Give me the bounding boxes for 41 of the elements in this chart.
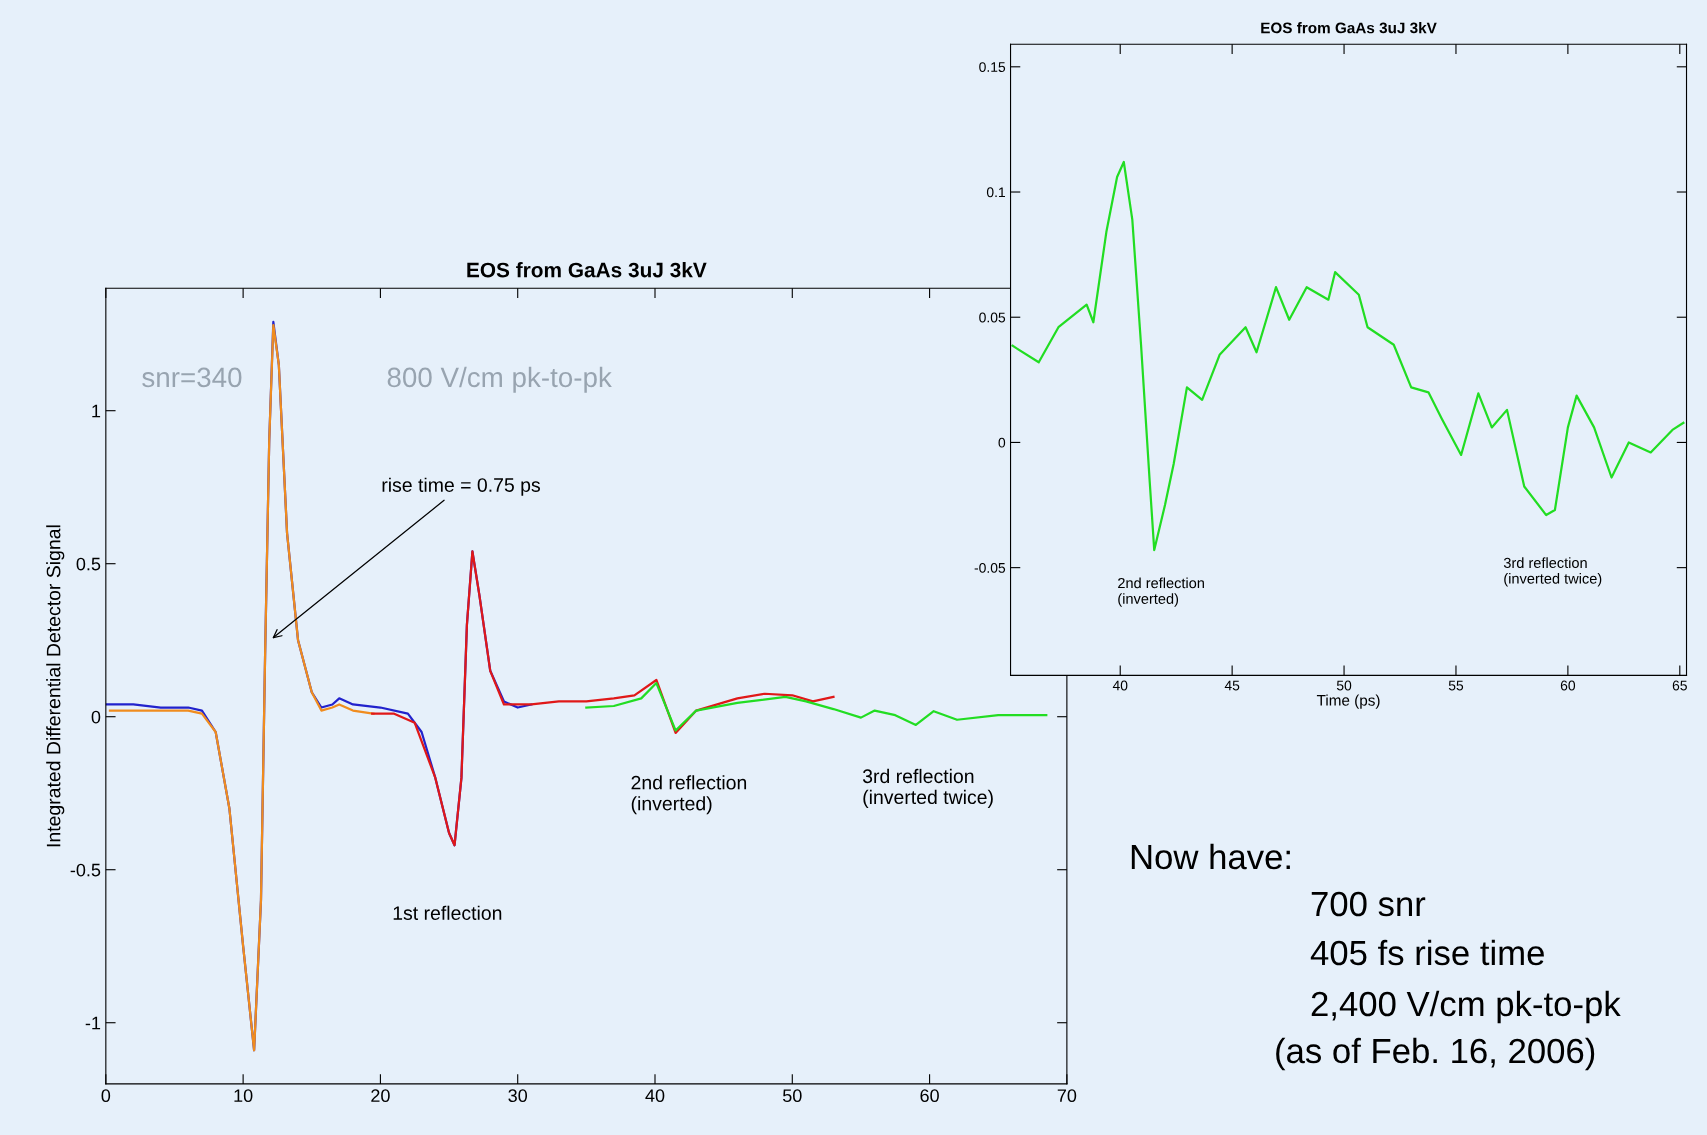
chart-title: EOS from GaAs 3uJ 3kV <box>1261 22 1437 34</box>
text: Now have: <box>1131 843 1290 870</box>
y-tick-label: 0.05 <box>979 312 1006 323</box>
y-tick-label: -1 <box>85 1016 101 1030</box>
x-tick-label: 10 <box>234 1089 253 1103</box>
y-axis-title: Integrated Differential Detector Signal <box>46 525 65 847</box>
annotation: 3rd reflection (inverted twice) <box>862 768 993 808</box>
x-tick-label: 40 <box>645 1089 665 1103</box>
x-tick-label: 55 <box>1448 680 1464 691</box>
y-tick-label: 0.15 <box>979 62 1006 72</box>
chart-title: EOS from GaAs 3uJ 3kV <box>467 262 707 278</box>
x-tick-label: 50 <box>782 1089 802 1103</box>
x-tick-label: 0 <box>101 1089 111 1103</box>
y-tick-label: -0.5 <box>70 863 101 877</box>
text: 700 snr <box>1311 891 1426 917</box>
x-tick-label: 50 <box>1336 680 1352 691</box>
text: 2,400 V/cm pk-to-pk <box>1311 990 1621 1024</box>
x-axis-title: Time (ps) <box>1316 694 1380 709</box>
x-tick-label: 65 <box>1672 680 1687 691</box>
annotation: 2nd reflection (inverted) <box>1118 577 1204 607</box>
x-tick-label: 60 <box>1560 680 1576 691</box>
annotation: rise time = 0.75 ps <box>382 477 540 496</box>
x-tick-label: 70 <box>1057 1089 1077 1103</box>
y-tick-label: 1 <box>92 404 101 418</box>
y-tick-label: 0 <box>91 710 101 724</box>
annotation: 800 V/cm pk-to-pk <box>387 366 612 393</box>
x-tick-label: 30 <box>508 1089 528 1103</box>
x-tick-label: 45 <box>1224 680 1240 691</box>
x-tick-label: 60 <box>920 1089 939 1103</box>
x-tick-label: 40 <box>1112 680 1128 691</box>
annotation: snr=340 <box>142 367 242 388</box>
annotation: 3rd reflection (inverted twice) <box>1503 557 1602 587</box>
y-tick-label: 0 <box>998 437 1006 448</box>
text: 405 fs rise time <box>1310 939 1544 966</box>
y-tick-label: -0.05 <box>974 562 1006 573</box>
x-tick-label: 20 <box>371 1089 390 1103</box>
y-tick-label: 0.1 <box>986 187 1006 198</box>
y-tick-label: 0.5 <box>76 557 101 571</box>
text: (as of Feb. 16, 2006) <box>1276 1037 1595 1071</box>
annotation: 1st reflection <box>393 905 502 920</box>
annotation: 2nd reflection (inverted) <box>631 775 747 815</box>
